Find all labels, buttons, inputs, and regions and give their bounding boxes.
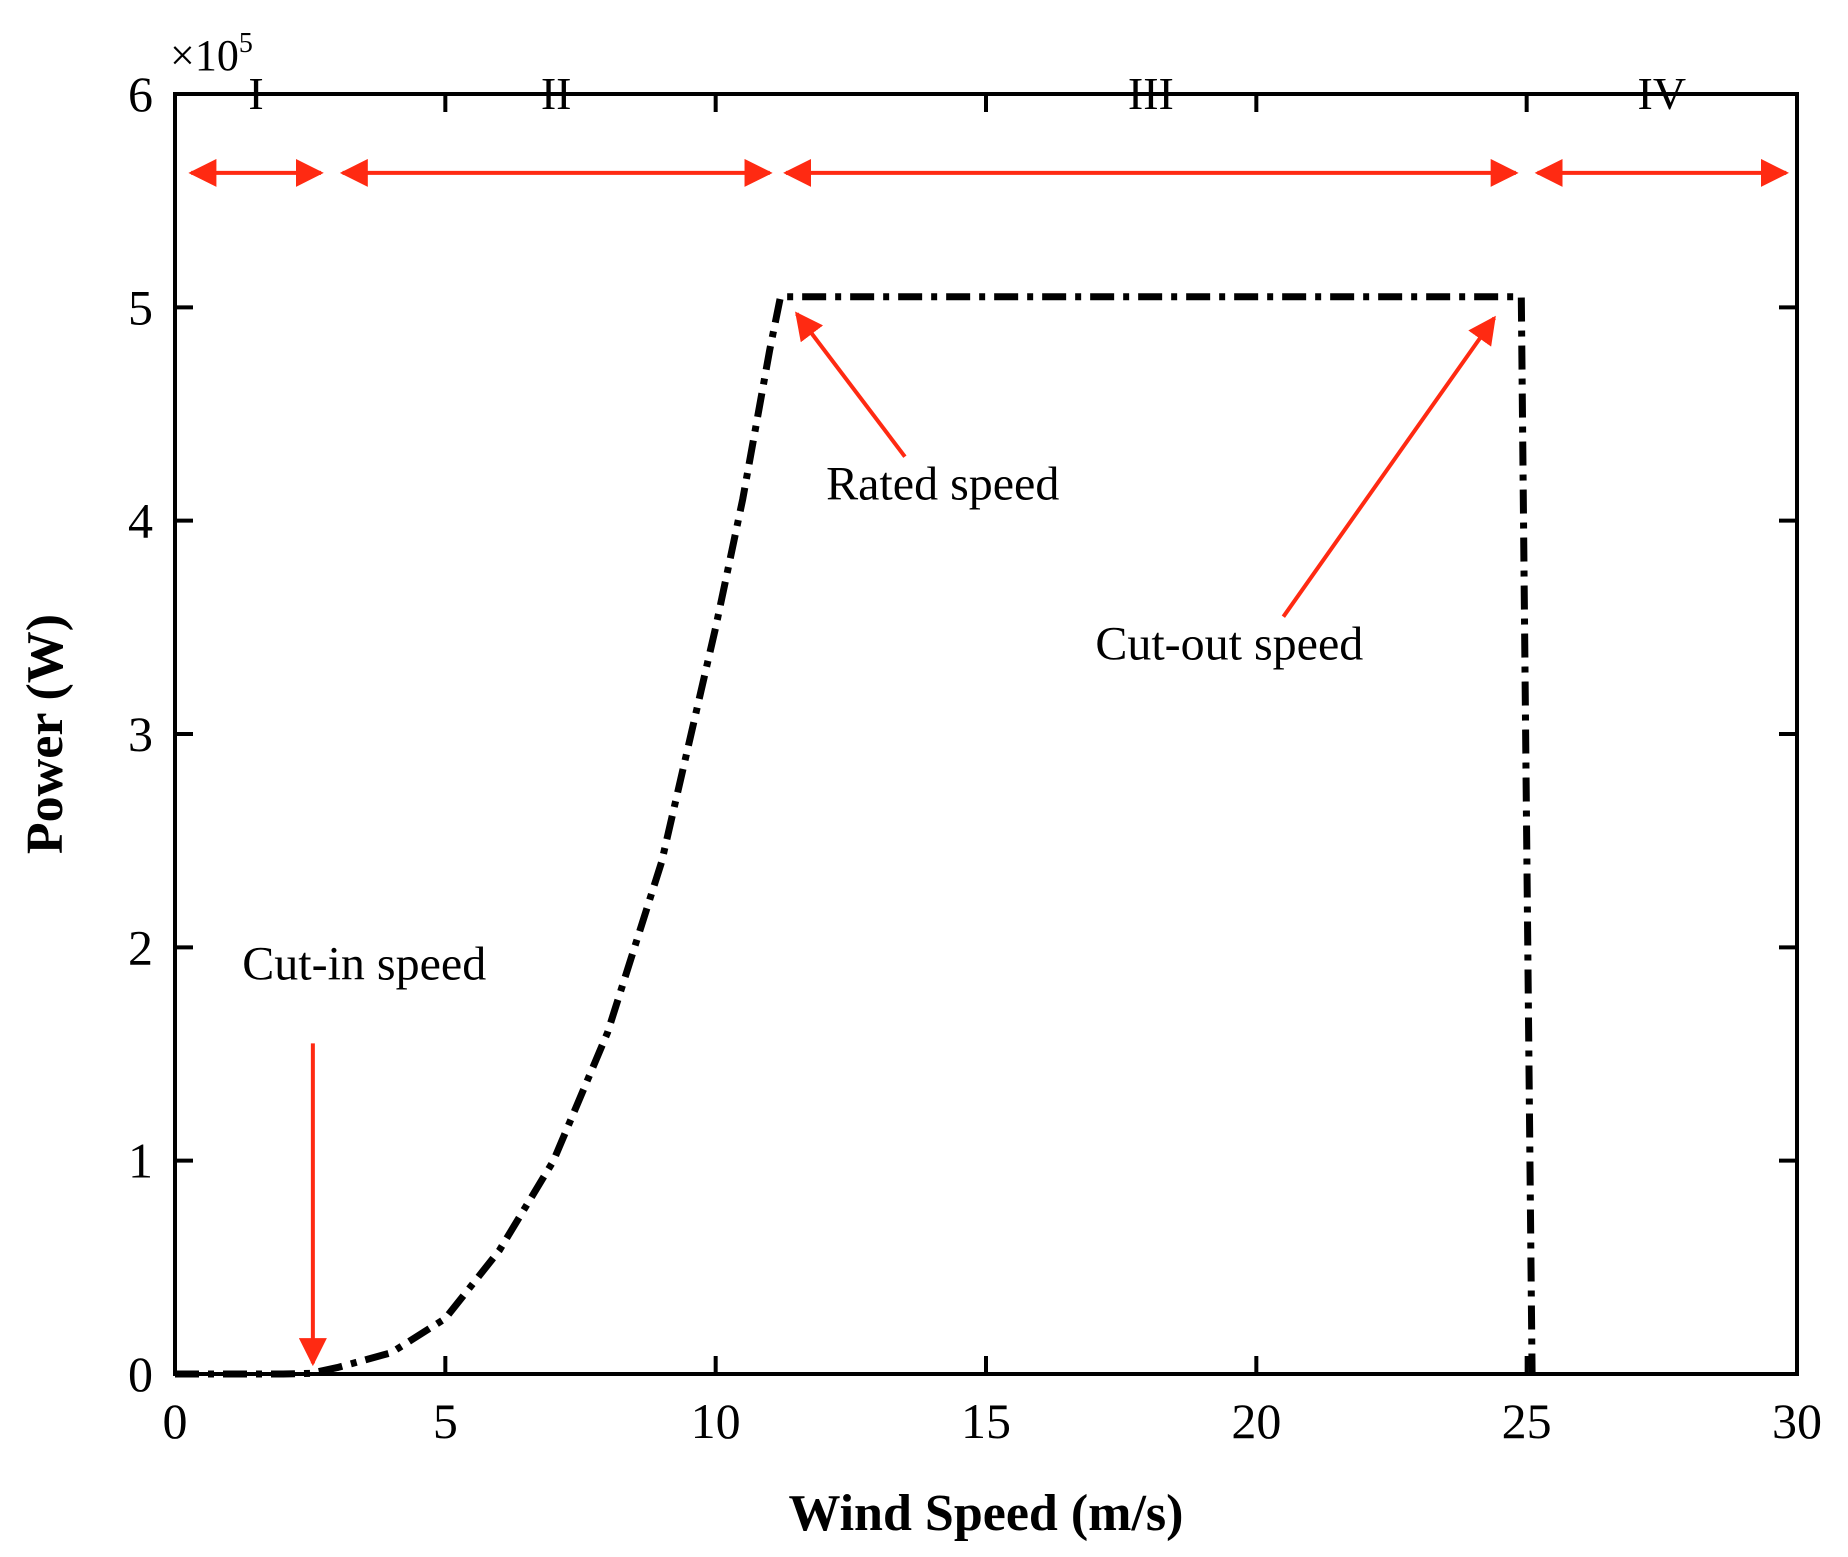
x-tick-label: 20: [1231, 1393, 1281, 1449]
annotation-arrows: Cut-in speed Rated speed Cut-out speed: [242, 311, 1496, 1367]
annotation-label: Cut-out speed: [1095, 617, 1363, 670]
y-tick-label: 0: [128, 1346, 153, 1402]
x-tick-label: 0: [163, 1393, 188, 1449]
x-axis-title: Wind Speed (m/s): [789, 1485, 1184, 1542]
y-multiplier: ×105: [170, 28, 253, 80]
plot-frame: [173, 92, 1799, 1376]
y-tick-label: 3: [128, 706, 153, 762]
annotation-label: Rated speed: [826, 457, 1059, 510]
y-tick-label: 1: [128, 1133, 153, 1189]
y-tick-label: 6: [128, 66, 153, 122]
region-label: IV: [1638, 68, 1687, 119]
x-tick-label: 15: [961, 1393, 1011, 1449]
region-label: I: [248, 68, 263, 119]
annotation-label: Cut-in speed: [242, 937, 486, 990]
region-label: II: [541, 68, 572, 119]
y-tick-label: 4: [128, 493, 153, 549]
y-axis-ticks: 0 1 2 3 4 5 6: [128, 66, 1797, 1402]
x-tick-label: 25: [1502, 1393, 1552, 1449]
x-tick-label: 10: [691, 1393, 741, 1449]
y-axis-title: Power (W): [17, 614, 74, 854]
x-tick-label: 30: [1772, 1393, 1822, 1449]
region-label: III: [1128, 68, 1174, 119]
annotation-arrow: [1281, 315, 1496, 618]
annotation-arrow: [795, 311, 907, 458]
power-curve-line: [175, 293, 1536, 1378]
region-arrows: I II III IV: [188, 68, 1789, 187]
y-tick-label: 2: [128, 919, 153, 975]
x-axis-ticks: 0 5 10 15 20 25 30: [163, 94, 1822, 1449]
y-tick-label: 5: [128, 279, 153, 335]
x-tick-label: 5: [433, 1393, 458, 1449]
